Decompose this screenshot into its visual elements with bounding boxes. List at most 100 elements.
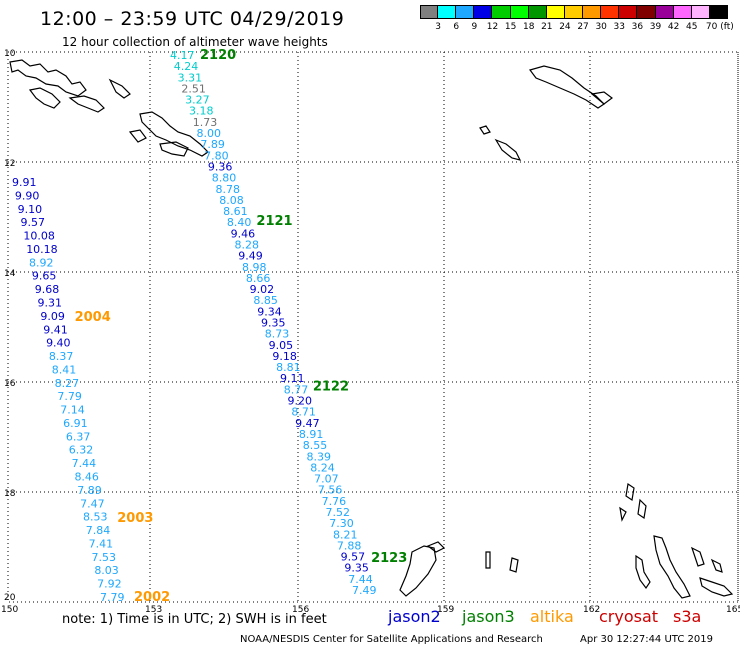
color-scale-swatch <box>492 5 511 19</box>
swh-value: 9.05 <box>269 339 294 352</box>
time-label: 2121 <box>256 214 292 229</box>
swh-value: 8.77 <box>284 383 309 396</box>
coastline-shape <box>509 557 519 573</box>
swh-value: 9.18 <box>272 350 297 363</box>
map-frame <box>7 51 739 603</box>
swh-value: 9.41 <box>43 323 68 336</box>
color-scale-swatch <box>438 5 457 19</box>
swh-value: 9.31 <box>38 296 63 309</box>
coastline-shape <box>653 535 691 599</box>
color-scale-label: 30 <box>595 22 607 32</box>
swh-value: 8.27 <box>55 377 79 390</box>
time-label: 2004 <box>75 310 111 325</box>
swh-value: 9.40 <box>46 337 70 350</box>
swh-value: 8.21 <box>333 528 358 541</box>
swh-value: 6.32 <box>69 444 94 457</box>
swh-value: 7.41 <box>89 537 114 550</box>
coastline-shape <box>9 59 87 97</box>
swh-value: 8.08 <box>219 194 244 207</box>
page-title: 12:00 – 23:59 UTC 04/29/2019 <box>40 8 345 30</box>
coastline-shape <box>68 95 105 113</box>
swh-value: 8.71 <box>291 406 316 419</box>
swh-value: 9.65 <box>32 270 57 283</box>
color-scale-label: 70 (ft) <box>705 22 734 32</box>
page-subtitle: 12 hour collection of altimeter wave hei… <box>62 35 328 49</box>
swh-value: 8.53 <box>83 511 108 524</box>
coastline-shape <box>139 111 209 157</box>
swh-value: 7.30 <box>329 517 354 530</box>
swh-value: 1.73 <box>193 116 218 129</box>
swh-value: 8.61 <box>223 205 248 218</box>
swh-value: 7.76 <box>322 495 347 508</box>
swh-value: 8.03 <box>94 564 119 577</box>
swh-value: 9.47 <box>295 417 320 430</box>
latitude-label: 20 <box>4 593 16 603</box>
swh-value: 7.89 <box>77 484 102 497</box>
swh-value: 8.00 <box>197 127 222 140</box>
coastline-shape <box>528 65 605 109</box>
swh-labels: 4.174.243.312.513.273.181.738.007.897.80… <box>12 48 407 605</box>
swh-value: 9.11 <box>280 372 305 385</box>
longitude-label: 159 <box>437 605 454 615</box>
color-scale-swatch <box>601 5 620 19</box>
latitude-label: 16 <box>4 379 16 389</box>
swh-value: 2.51 <box>181 82 206 95</box>
legend-item-jason2: jason2 <box>388 607 441 626</box>
swh-value: 9.91 <box>12 176 37 189</box>
swh-value: 3.31 <box>178 71 203 84</box>
swh-value: 9.49 <box>238 250 263 263</box>
swh-value: 9.36 <box>208 160 233 173</box>
swh-value: 8.46 <box>74 471 99 484</box>
time-label: 2122 <box>313 380 349 395</box>
coastline-shape <box>699 577 734 597</box>
coastline-shape <box>635 554 651 590</box>
swh-value: 6.91 <box>63 417 87 430</box>
swh-value: 7.88 <box>337 539 362 552</box>
swh-value: 7.79 <box>57 390 82 403</box>
swh-value: 9.35 <box>344 562 369 575</box>
coastline-shape <box>485 551 491 569</box>
color-scale-swatch <box>510 5 529 19</box>
swh-value: 8.37 <box>49 350 74 363</box>
legend-item-cryosat: cryosat <box>599 607 659 626</box>
color-scale-swatch <box>673 5 692 19</box>
swh-value: 7.52 <box>325 506 350 519</box>
swh-value: 9.57 <box>341 551 366 564</box>
coastlines <box>9 59 734 599</box>
swh-value: 8.55 <box>303 439 328 452</box>
longitude-label: 156 <box>292 605 309 615</box>
color-scale-swatch <box>474 5 493 19</box>
swh-value: 8.98 <box>242 261 267 274</box>
legend-item-altika: altika <box>530 607 574 626</box>
coastline-shape <box>619 506 627 522</box>
swh-value: 9.57 <box>21 216 46 229</box>
coastline-shape <box>690 546 705 567</box>
units-note: note: 1) Time is in UTC; 2) SWH is in fe… <box>62 612 327 627</box>
color-scale-swatch <box>583 5 602 19</box>
swh-value: 8.41 <box>52 363 77 376</box>
credit-line: NOAA/NESDIS Center for Satellite Applica… <box>240 634 543 645</box>
swh-value: 8.91 <box>299 428 324 441</box>
time-label: 2002 <box>134 590 170 605</box>
longitude-label: 150 <box>1 605 18 615</box>
time-label: 2003 <box>117 511 153 526</box>
latitude-label: 10 <box>4 49 16 59</box>
swh-value: 7.07 <box>314 473 339 486</box>
swh-value: 6.37 <box>66 430 91 443</box>
swh-value: 9.35 <box>261 317 286 330</box>
swh-value: 8.24 <box>310 461 335 474</box>
coastline-shape <box>426 541 446 553</box>
swh-value: 8.39 <box>307 450 332 463</box>
color-scale-label: 39 <box>649 22 662 32</box>
latitude-label: 12 <box>4 159 15 169</box>
swh-value: 8.66 <box>246 272 270 285</box>
longitude-label: 162 <box>583 605 600 615</box>
color-scale-label: 27 <box>577 22 589 32</box>
color-scale-label: 45 <box>686 22 698 32</box>
color-scale-swatch <box>528 5 547 19</box>
swh-value: 7.47 <box>80 497 105 510</box>
swh-value: 10.08 <box>23 230 55 243</box>
swh-value: 4.17 <box>170 49 195 62</box>
axis-labels: 10 12 14 16 18 20 150 153 156 159 162 165 <box>1 49 740 615</box>
swh-value: 10.18 <box>26 243 58 256</box>
